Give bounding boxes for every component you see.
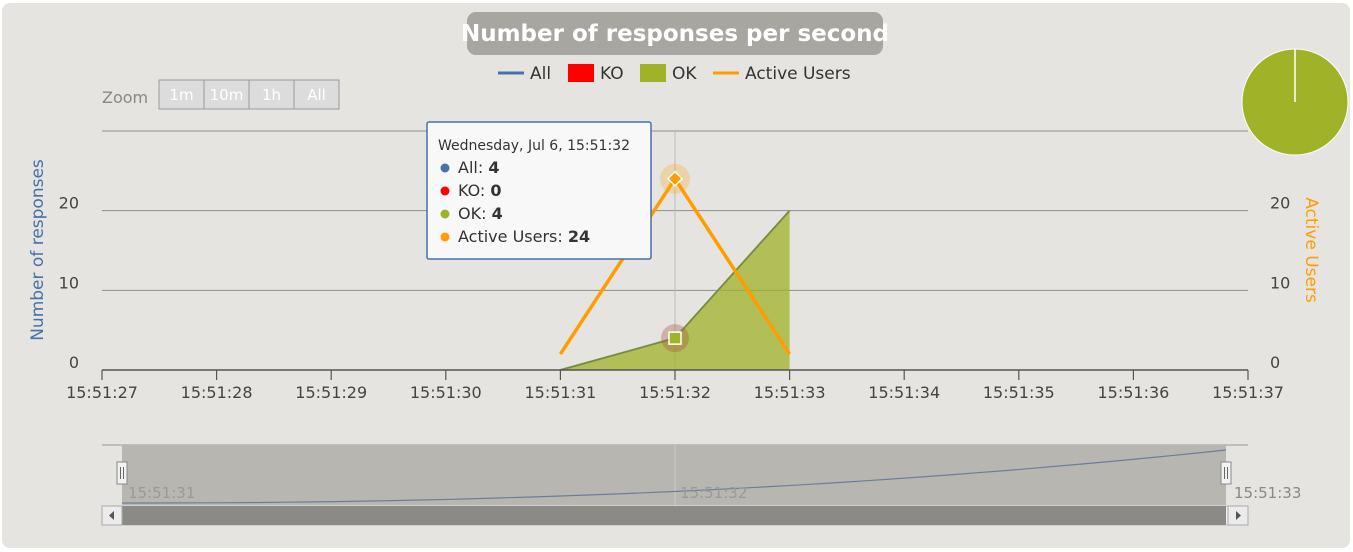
tooltip-row: KO: 0 [458, 181, 502, 200]
y-right-tick-label: 20 [1270, 194, 1290, 213]
x-tick-label: 15:51:29 [295, 383, 367, 402]
tooltip-header: Wednesday, Jul 6, 15:51:32 [438, 138, 630, 154]
legend-label: All [530, 64, 551, 84]
navigator: 15:51:31 15:51:32 15:51:33 [101, 444, 1301, 526]
tooltip: Wednesday, Jul 6, 15:51:32 All: 4KO: 0OK… [426, 121, 652, 260]
zoom-button-10m [203, 79, 250, 110]
tooltip-row-label: All: [458, 158, 488, 177]
tooltip-row: All: 4 [458, 158, 499, 177]
x-tick-label: 15:51:32 [639, 383, 711, 402]
pie-chart [1241, 48, 1349, 156]
navigator-series [122, 449, 1227, 504]
y-right-tick-label: 10 [1270, 273, 1290, 292]
legend-label: KO [600, 64, 624, 84]
chevron-right-icon [1236, 511, 1241, 520]
zoom-button-label: 1m [169, 86, 193, 104]
tooltip-row-label: KO: [458, 181, 490, 200]
x-tick-label: 15:51:30 [410, 383, 482, 402]
ok-point [668, 331, 682, 345]
legend-swatch-ko [568, 64, 594, 82]
x-axis: 15:51:27 15:51:28 15:51:29 15:51:30 15:51:31… [66, 369, 1284, 402]
zoom-button-label: All [307, 86, 326, 104]
plot-area [558, 131, 792, 371]
tooltip-row-value: 24 [568, 227, 590, 246]
zoom-label: Zoom [102, 88, 148, 107]
zoom-button-label: 10m [210, 86, 244, 104]
zoom-button-All [293, 79, 340, 110]
tooltip-row-dot [440, 186, 450, 196]
tooltip-row: OK: 4 [458, 204, 503, 223]
ok-area [560, 210, 790, 370]
x-tick-label: 15:51:36 [1097, 383, 1169, 402]
x-tick-label: 15:51:34 [868, 383, 940, 402]
tooltip-row: Active Users: 24 [458, 227, 590, 246]
navigator-right-handle [1220, 461, 1232, 485]
legend-label: OK [672, 64, 697, 84]
zoom-button-label: 1h [262, 86, 281, 104]
y-axis-right: 0 10 20 [1270, 194, 1290, 372]
x-tick-label: 15:51:33 [754, 383, 826, 402]
x-tick-label: 15:51:35 [983, 383, 1055, 402]
legend-label: Active Users [745, 64, 851, 84]
navigator-label: 15:51:31 [128, 484, 195, 502]
chart-title: Number of responses per second [461, 21, 889, 47]
navigator-label: 15:51:32 [680, 484, 747, 502]
tooltip-row-value: 4 [492, 204, 503, 223]
y-axis-left: 0 10 20 [59, 194, 79, 372]
x-tick-label: 15:51:31 [524, 383, 596, 402]
chart-title-bg [467, 12, 883, 55]
tooltip-row-dot [440, 209, 450, 219]
tooltip-row-dot [440, 163, 450, 173]
y-axis-right-label: Active Users [1301, 197, 1321, 303]
legend: All KO OK Active Users [498, 64, 851, 84]
scrollbar-thumb [122, 506, 1226, 525]
navigator-label: 15:51:33 [1234, 484, 1301, 502]
zoom-button-1h [248, 79, 295, 110]
active-users-point [666, 170, 684, 187]
tooltip-row-value: 0 [490, 181, 501, 200]
navigator-left-handle [116, 461, 128, 485]
y-left-tick-label: 20 [59, 194, 79, 213]
zoom-buttons: 1m 10m 1h All [158, 79, 340, 110]
navigator-selection [122, 445, 1226, 505]
x-tick-label: 15:51:27 [66, 383, 138, 402]
tooltip-row-label: OK: [458, 204, 492, 223]
x-tick-label: 15:51:37 [1212, 383, 1284, 402]
tooltip-box [426, 121, 652, 260]
y-axis-left-label: Number of responses [28, 159, 48, 341]
y-left-tick-label: 0 [69, 353, 79, 372]
y-left-tick-label: 10 [59, 273, 79, 292]
tooltip-row-value: 4 [488, 158, 499, 177]
tooltip-row-label: Active Users: [458, 227, 568, 246]
chevron-left-icon [109, 511, 114, 520]
legend-swatch-ok [640, 64, 666, 82]
y-right-tick-label: 0 [1270, 353, 1280, 372]
tooltip-row-dot [440, 232, 450, 242]
x-tick-label: 15:51:28 [181, 383, 253, 402]
